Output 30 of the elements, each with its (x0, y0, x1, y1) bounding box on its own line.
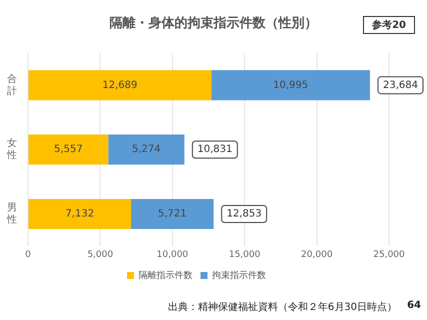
bar (108, 134, 184, 165)
x-tick-label: 5,000 (87, 250, 114, 260)
x-tick-label: 15,000 (228, 250, 261, 260)
data-label: 10,995 (273, 80, 308, 91)
total-label: 23,684 (382, 80, 418, 91)
legend-label: 拘束指示件数 (212, 270, 266, 281)
data-label: 5,274 (132, 144, 161, 156)
y-tick-label: 男性 (6, 202, 17, 226)
data-label: 5,557 (54, 144, 83, 156)
x-tick-label: 10,000 (156, 250, 188, 260)
text: 64 (407, 300, 421, 311)
bar (130, 198, 214, 230)
legend-label: 隔離指示件数 (138, 270, 192, 281)
data-label: 7,132 (65, 208, 94, 220)
total-label: 10,831 (197, 144, 232, 156)
y-tick-label: 合計 (7, 72, 17, 97)
chart-title: 隔離・身体的拘束指示件数（性別） (110, 16, 318, 31)
y-tick-label: 女性 (6, 137, 17, 162)
text: 参考20 (363, 16, 415, 34)
bar (28, 134, 108, 165)
source-note: 出典：精神保健福祉資料（令和２年6月30日時点） (168, 300, 397, 314)
bar (28, 198, 131, 230)
bar (211, 70, 370, 100)
bar (28, 70, 212, 100)
data-label: 12,689 (102, 80, 138, 91)
x-tick-label: 25,000 (373, 250, 406, 260)
x-tick-label: 0 (25, 250, 32, 260)
total-label: 12,853 (226, 208, 262, 220)
x-tick-label: 20,000 (301, 250, 333, 260)
data-label: 5,721 (158, 208, 187, 220)
